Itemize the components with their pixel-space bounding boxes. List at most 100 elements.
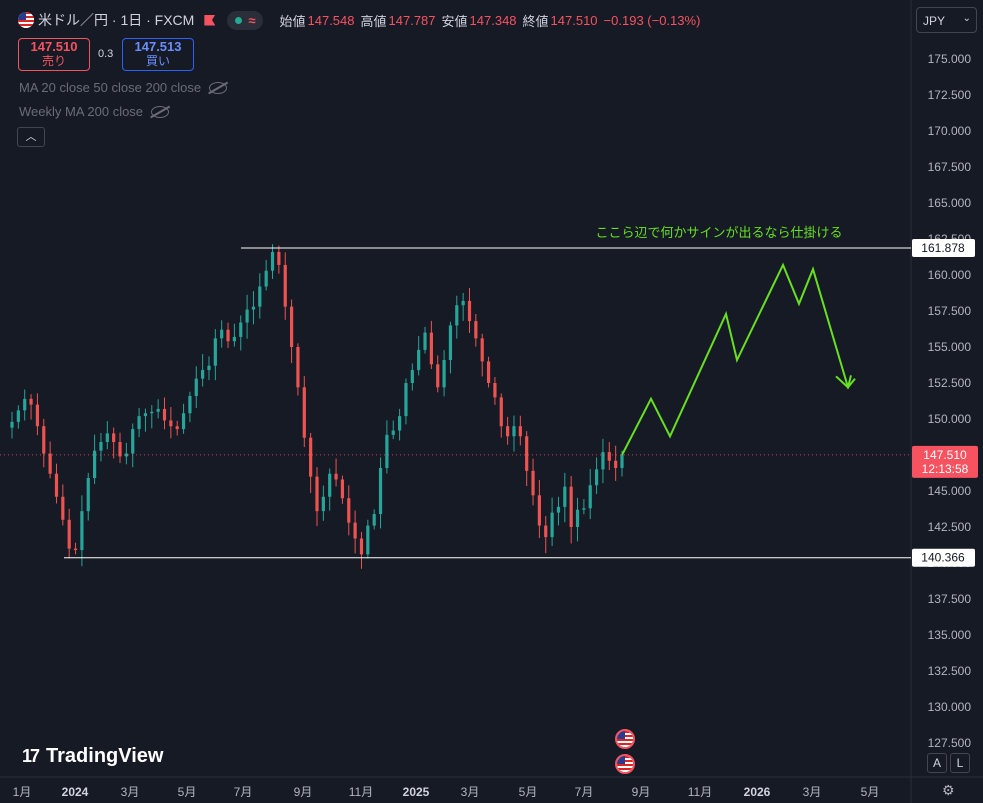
y-tick-label: 137.500 xyxy=(928,592,972,606)
symbol-title[interactable]: 米ドル／円 · 1日 · FXCM xyxy=(38,12,195,28)
candle-body xyxy=(391,430,395,435)
currency-value: JPY xyxy=(923,14,946,28)
x-tick-label: 2024 xyxy=(62,785,89,799)
x-tick-label: 2025 xyxy=(403,785,430,799)
candle-body xyxy=(347,498,351,523)
hidden-eye-icon[interactable] xyxy=(209,81,228,94)
x-tick-label: 7月 xyxy=(234,785,253,799)
collapse-legend-button[interactable]: ︿ xyxy=(17,127,45,147)
candle-body xyxy=(289,306,294,347)
candle-body xyxy=(48,453,52,474)
candle-body xyxy=(162,408,167,421)
buy-button[interactable]: 147.513 買い xyxy=(122,38,194,71)
candle-body xyxy=(340,479,345,499)
candle-body xyxy=(321,496,325,512)
x-tick-label: 9月 xyxy=(632,785,651,799)
candle-body xyxy=(417,349,421,371)
candle-body xyxy=(486,361,491,383)
close-label: 終値 xyxy=(522,13,549,29)
candle-body xyxy=(54,473,59,497)
candle-body xyxy=(232,336,236,342)
candle-body xyxy=(366,525,370,555)
candle-body xyxy=(42,426,46,454)
candle-body xyxy=(506,426,510,437)
candle-body xyxy=(404,383,408,417)
horizontal-levels[interactable] xyxy=(0,247,911,559)
y-tick-label: 170.000 xyxy=(928,124,972,138)
candle-body xyxy=(461,300,465,306)
candle-body xyxy=(181,413,186,430)
candle-body xyxy=(258,286,262,307)
candlestick-series xyxy=(10,244,624,569)
economic-event-icon[interactable] xyxy=(615,729,635,749)
market-status-pill[interactable]: ≈ xyxy=(227,10,264,30)
x-tick-label: 5月 xyxy=(519,785,538,799)
projection-path xyxy=(621,262,856,456)
candle-body xyxy=(315,476,319,512)
candle-body xyxy=(442,359,446,388)
gear-icon[interactable]: ⚙ xyxy=(942,782,955,798)
candle-body xyxy=(531,470,535,496)
candle-body xyxy=(353,522,357,539)
y-tick-label: 165.000 xyxy=(928,196,972,210)
candle-body xyxy=(226,329,230,342)
candle-body xyxy=(112,433,116,443)
weekly-ma-legend[interactable]: Weekly MA 200 close xyxy=(19,104,170,119)
market-open-icon xyxy=(235,16,243,24)
resistance-price-tag xyxy=(912,238,975,257)
buy-label: 買い xyxy=(145,54,170,68)
countdown-text: 12:13:58 xyxy=(922,462,969,476)
high-label: 高値 xyxy=(360,13,387,29)
candle-body xyxy=(467,300,472,322)
candle-body xyxy=(105,433,109,443)
ma-indicator-label: MA 20 close 50 close 200 close xyxy=(19,80,202,95)
candle-body xyxy=(264,270,268,287)
economic-event-icon[interactable] xyxy=(615,754,635,774)
annotation-text[interactable]: ここら辺で何かサインが出るなら仕掛ける xyxy=(595,225,842,240)
open-label: 始値 xyxy=(279,13,306,29)
flag-marker-icon[interactable] xyxy=(204,14,216,26)
candle-body xyxy=(429,332,433,365)
close-value: 147.510 xyxy=(550,12,598,28)
chevron-down-icon: ⌄ xyxy=(962,13,971,24)
candle-body xyxy=(118,442,122,457)
candle-body xyxy=(614,460,618,468)
x-tick-label: 1月 xyxy=(13,785,32,799)
candle-body xyxy=(283,264,287,307)
candle-body xyxy=(16,410,20,422)
low-value: 147.348 xyxy=(469,12,517,28)
candle-body xyxy=(67,519,71,549)
candle-body xyxy=(143,413,148,417)
sell-label: 売り xyxy=(41,54,66,68)
high-value: 147.787 xyxy=(388,12,436,28)
candle-body xyxy=(537,495,541,526)
candle-body xyxy=(169,420,173,427)
candle-body xyxy=(302,387,306,438)
x-tick-label: 5月 xyxy=(178,785,197,799)
candle-body xyxy=(620,455,624,468)
ma-indicator-legend[interactable]: MA 20 close 50 close 200 close xyxy=(19,80,228,95)
sell-price: 147.510 xyxy=(30,39,78,54)
candle-body xyxy=(150,411,154,414)
candle-body xyxy=(575,509,580,527)
currency-select[interactable]: JPY ⌄ xyxy=(916,7,977,33)
volatility-icon: ≈ xyxy=(248,12,256,28)
candle-body xyxy=(220,329,224,339)
candle-body xyxy=(201,370,205,379)
log-scale-button[interactable]: L xyxy=(950,753,970,773)
us-flag-icon xyxy=(18,12,34,28)
projection-drawing[interactable] xyxy=(621,262,856,456)
candle-body xyxy=(378,467,383,515)
y-tick-label: 127.500 xyxy=(928,736,972,750)
symbol-legend: 米ドル／円 · 1日 · FXCM ≈ 始値 147.548 高値 147.78… xyxy=(18,10,706,30)
y-tick-label: 155.000 xyxy=(928,340,972,354)
hidden-eye-icon[interactable] xyxy=(151,105,170,118)
sell-button[interactable]: 147.510 売り xyxy=(18,38,90,71)
support-price-tag xyxy=(912,548,975,567)
auto-scale-button[interactable]: A xyxy=(927,753,947,773)
candle-body xyxy=(175,426,179,430)
candle-body xyxy=(23,398,27,411)
candle-body xyxy=(385,434,389,468)
y-tick-label: 130.000 xyxy=(928,700,972,714)
